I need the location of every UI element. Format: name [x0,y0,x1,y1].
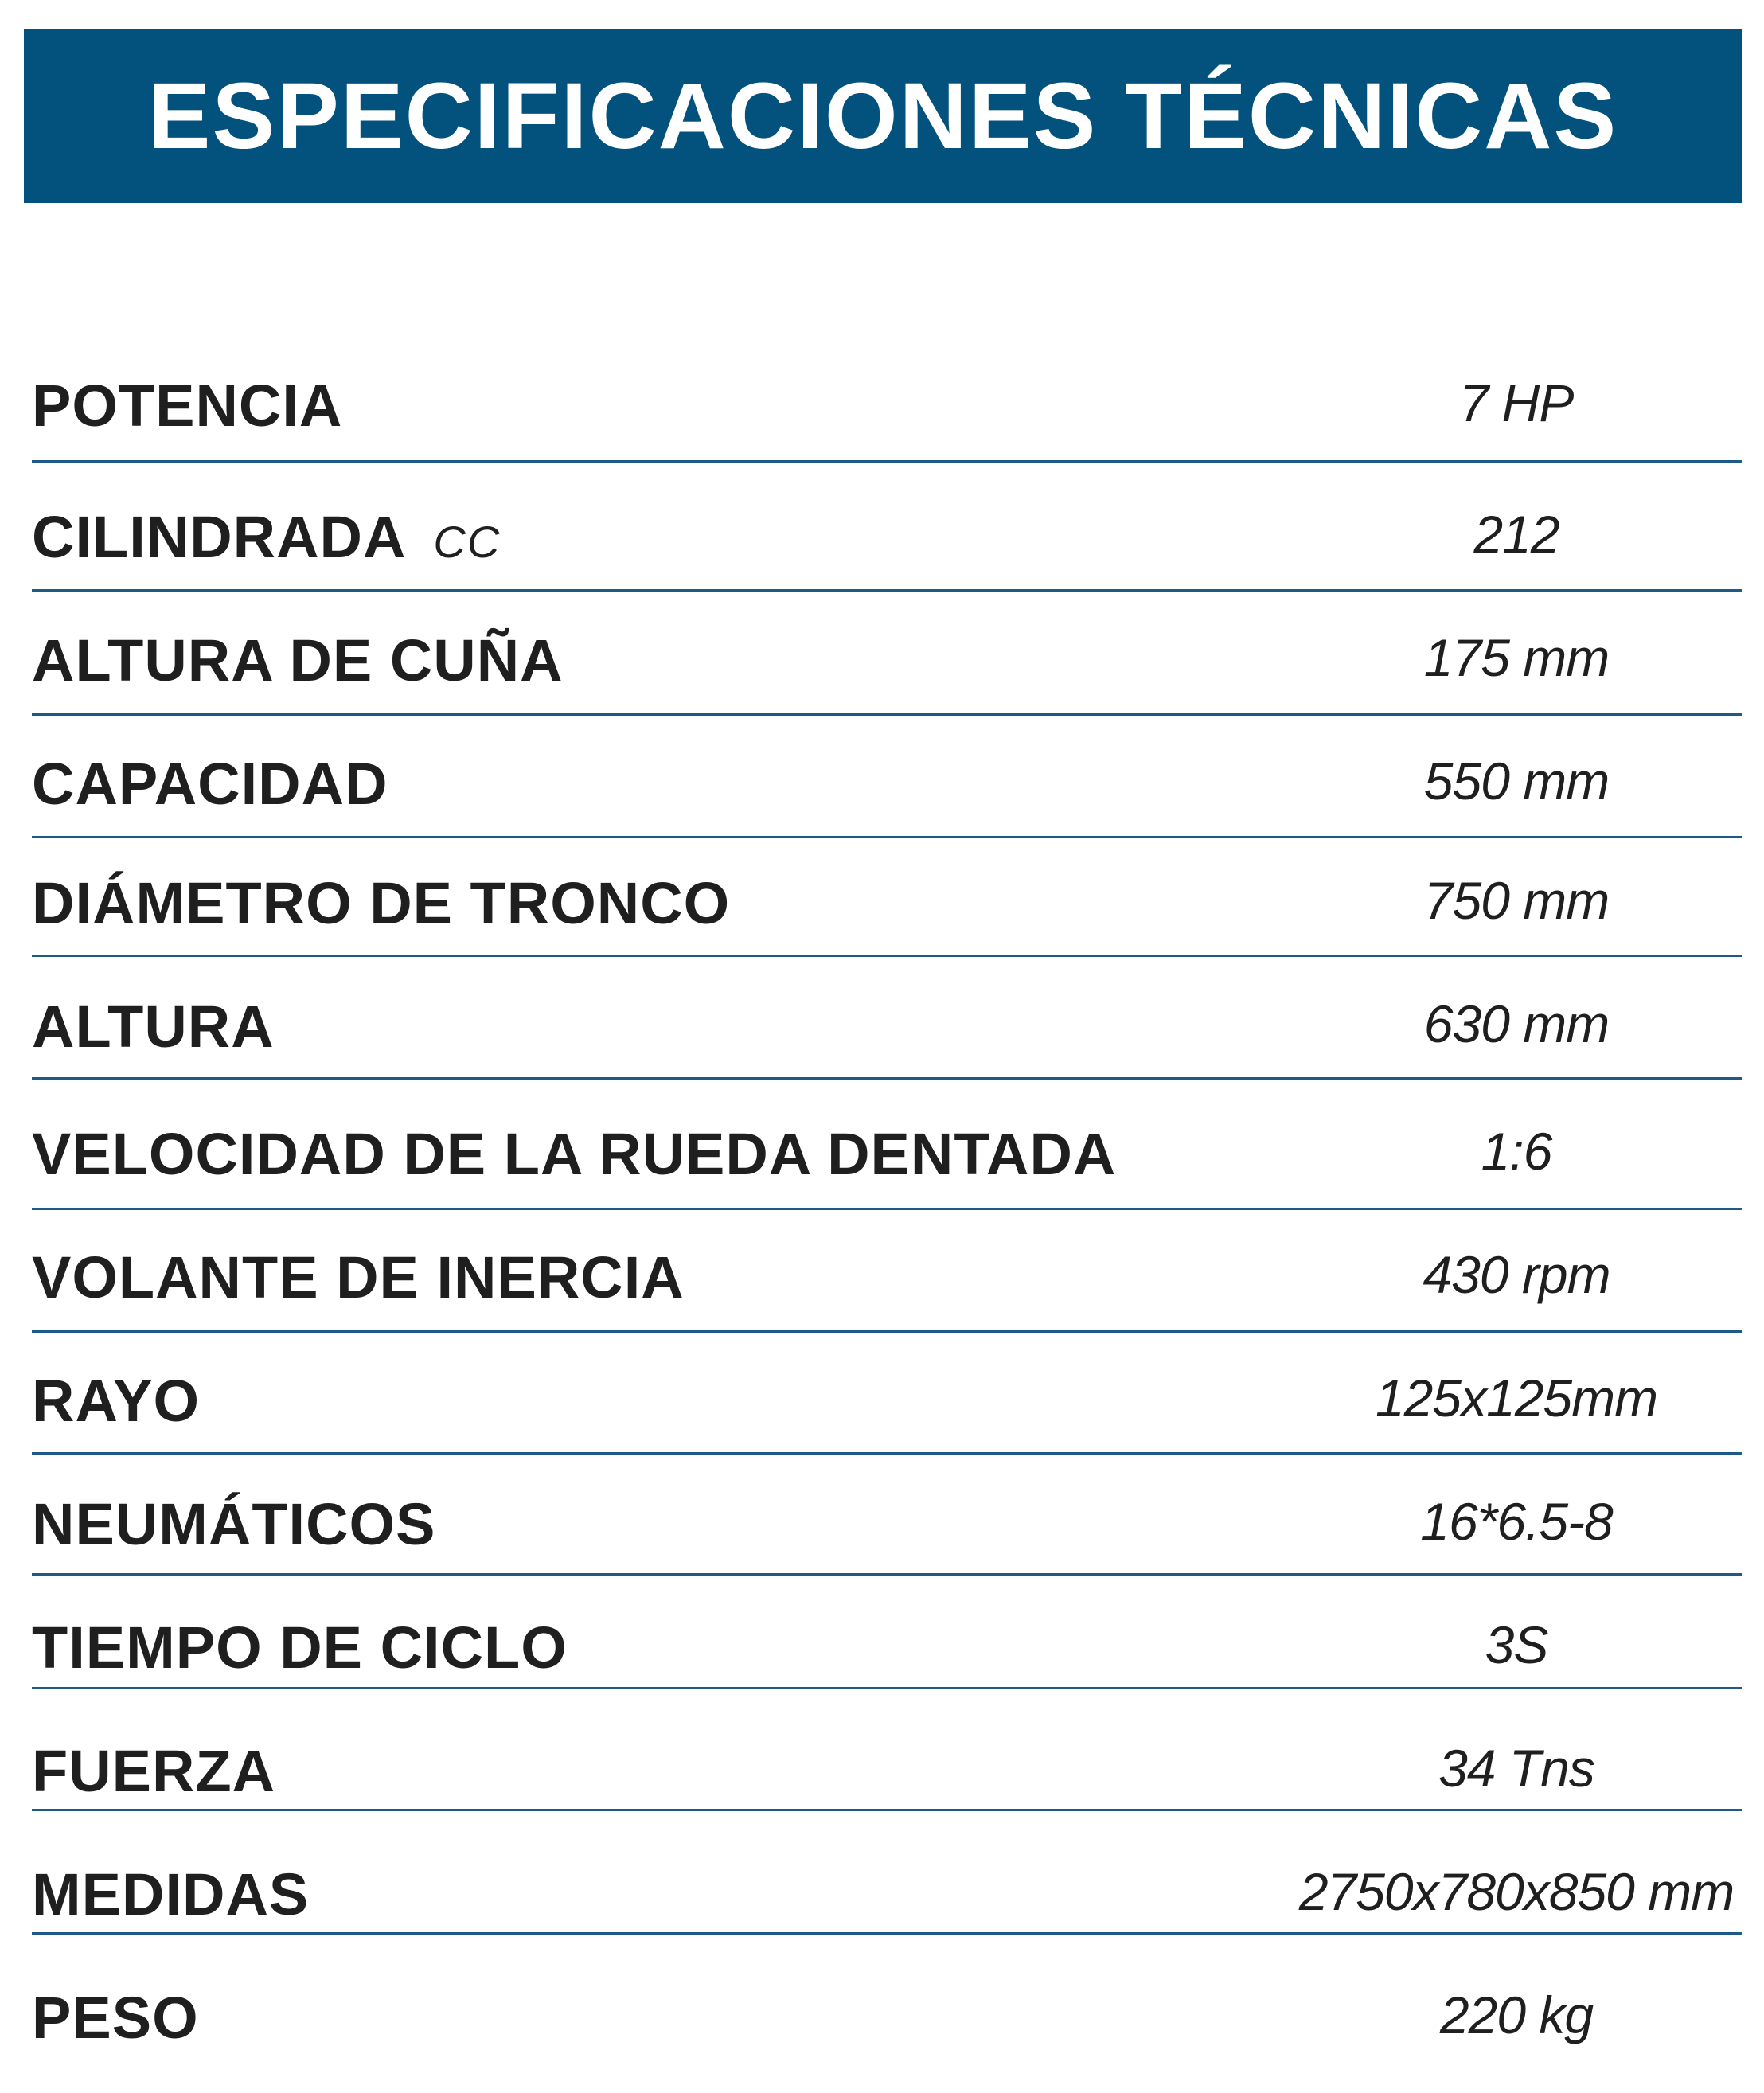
spec-value: 175 mm [1423,628,1610,687]
row-divider [32,1330,1742,1333]
spec-value: 212 [1473,505,1559,564]
spec-row: VOLANTE DE INERCIA 430 rpm [32,1214,1742,1334]
spec-row: VELOCIDAD DE LA RUEDA DENTADA 1:6 [32,1091,1742,1210]
row-divider [32,713,1742,716]
row-divider [32,1932,1742,1935]
spec-label: VELOCIDAD DE LA RUEDA DENTADA [32,1120,1116,1188]
spec-label-text: ALTURA [32,994,275,1060]
spec-value: 125x125mm [1375,1369,1658,1427]
spec-row: PESO 220 kg [32,1954,1742,2074]
spec-row: FUERZA 34 Tns [32,1708,1742,1827]
spec-row: POTENCIA 7 HP [32,342,1742,462]
spec-unit: CC [433,517,501,567]
row-divider [32,1208,1742,1210]
spec-value: 550 mm [1423,752,1610,810]
spec-label: PESO [32,1984,199,2052]
spec-label-text: VELOCIDAD DE LA RUEDA DENTADA [32,1121,1117,1187]
row-divider [32,460,1742,463]
row-divider [32,1573,1742,1576]
spec-row: RAYO 125x125mm [32,1337,1742,1457]
page-title: ESPECIFICACIONES TÉCNICAS [147,64,1618,169]
spec-value: 750 mm [1423,871,1610,930]
spec-label: MEDIDAS [32,1861,309,1928]
spec-row: MEDIDAS 2750x780x850 mm [32,1831,1742,1950]
spec-label-text: TIEMPO DE CICLO [32,1615,568,1681]
row-divider [32,955,1742,957]
spec-label-text: ALTURA DE CUÑA [32,627,564,693]
spec-label-text: CILINDRADA [32,504,407,570]
spec-label: POTENCIA [32,372,342,439]
header-banner: ESPECIFICACIONES TÉCNICAS [24,29,1742,203]
spec-label-text: RAYO [32,1368,201,1434]
spec-label: TIEMPO DE CICLO [32,1614,568,1681]
spec-label-text: DIÁMETRO DE TRONCO [32,870,731,936]
spec-label-text: MEDIDAS [32,1861,310,1927]
spec-label: ALTURA [32,993,275,1060]
spec-value: 430 rpm [1423,1245,1610,1304]
spec-row: ALTURA 630 mm [32,963,1742,1083]
spec-value: 630 mm [1423,994,1610,1053]
spec-value: 3S [1485,1615,1549,1674]
spec-value: 34 Tns [1438,1739,1595,1798]
row-divider [32,1809,1742,1811]
row-divider [32,1077,1742,1080]
spec-label-text: CAPACIDAD [32,751,388,817]
spec-value: 2750x780x850 mm [1298,1862,1735,1921]
spec-label: NEUMÁTICOS [32,1490,435,1558]
spec-row: TIEMPO DE CICLO 3S [32,1584,1742,1704]
row-divider [32,1452,1742,1455]
spec-label-text: FUERZA [32,1738,276,1804]
spec-value: 7 HP [1459,373,1575,432]
spec-label: VOLANTE DE INERCIA [32,1244,685,1311]
spec-label: RAYO [32,1367,200,1435]
spec-value: 1:6 [1481,1122,1553,1181]
spec-label: CAPACIDAD [32,750,388,818]
spec-label: ALTURA DE CUÑA [32,627,564,694]
row-divider [32,836,1742,838]
spec-row: DIÁMETRO DE TRONCO 750 mm [32,840,1742,959]
spec-label-text: PESO [32,1985,199,2051]
spec-label: DIÁMETRO DE TRONCO [32,869,730,937]
row-divider [32,589,1742,592]
spec-value: 16*6.5-8 [1420,1492,1614,1551]
spec-row: CAPACIDAD 550 mm [32,720,1742,840]
row-divider [32,1687,1742,1689]
spec-label: CILINDRADA CC [32,503,501,571]
spec-label-text: VOLANTE DE INERCIA [32,1244,685,1310]
spec-value: 220 kg [1439,1986,1594,2044]
spec-label-text: NEUMÁTICOS [32,1491,436,1557]
spec-label-text: POTENCIA [32,373,343,439]
spec-row: NEUMÁTICOS 16*6.5-8 [32,1461,1742,1580]
spec-label: FUERZA [32,1737,275,1805]
spec-row: ALTURA DE CUÑA 175 mm [32,597,1742,717]
spec-row: CILINDRADA CC 212 [32,474,1742,593]
